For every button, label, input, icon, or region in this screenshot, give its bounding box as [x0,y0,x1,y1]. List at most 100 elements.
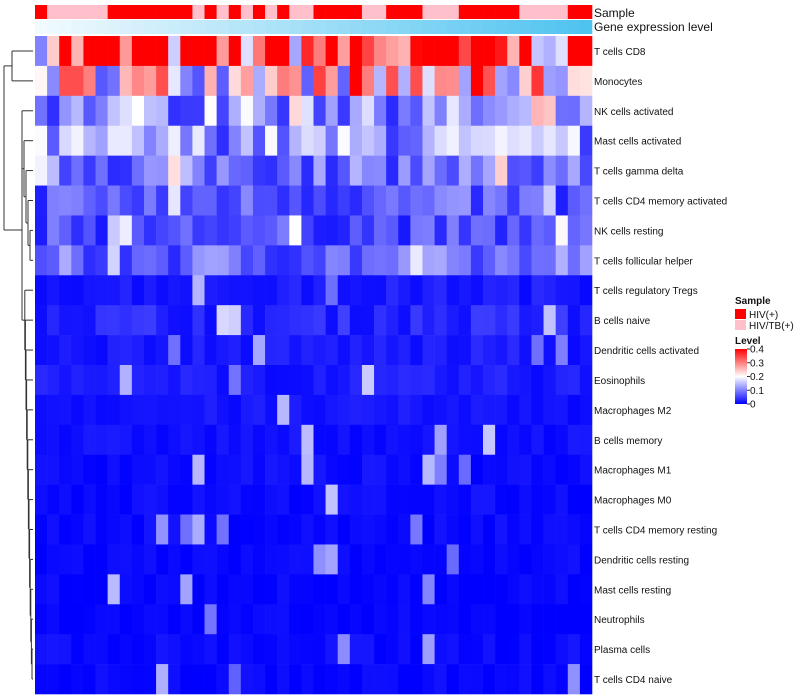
heatmap-cell [313,634,326,665]
heatmap-cell [483,36,496,67]
heatmap-cell [252,155,266,186]
heatmap-cell [374,514,387,545]
heatmap-cell [458,65,472,97]
heatmap-cell [252,484,266,515]
heatmap-cell [83,484,96,515]
heatmap-cell [59,125,72,156]
heatmap-cell [204,215,217,246]
heatmap-cell [95,95,108,127]
heatmap-cell [71,155,84,186]
heatmap-cell [325,305,339,336]
row-label: Macrophages M1 [594,466,672,477]
heatmap-cell [192,305,205,336]
heatmap-cell [216,36,230,67]
sample-annotation-cell [240,5,254,19]
heatmap-cell [192,514,205,545]
heatmap-cell [107,634,121,665]
heatmap-cell [277,36,290,67]
gene-expression-annotation-cell [289,20,302,34]
heatmap-cell [483,634,496,665]
heatmap-cell [228,544,242,575]
heatmap-cell [240,424,254,456]
heatmap-cell [180,634,193,665]
heatmap-cell [325,454,339,485]
heatmap-cell [337,634,351,665]
heatmap-cell [434,185,447,216]
heatmap-cell [507,664,520,695]
gene-expression-annotation-cell [216,20,230,34]
heatmap-cell [95,484,108,515]
heatmap-cell [349,514,363,545]
heatmap-cell [71,604,84,635]
heatmap-cell [483,155,496,186]
heatmap-cell [434,125,447,156]
heatmap-cell [59,424,72,456]
heatmap-cell [555,424,569,456]
heatmap-cell [240,394,254,426]
heatmap-cell [374,574,387,605]
heatmap-cell [579,215,593,246]
heatmap-cell [83,394,96,426]
heatmap-cell [204,664,217,695]
heatmap-cell [228,305,242,336]
heatmap-cell [313,36,326,67]
heatmap-cell [337,305,351,336]
heatmap-cell [83,95,96,127]
heatmap-cell [277,634,290,665]
heatmap-cell [410,36,423,67]
heatmap-cell [313,305,326,336]
heatmap-cell [240,305,254,336]
sample-annotation-cell [168,5,181,19]
heatmap-cell [47,634,60,665]
heatmap-cell [301,514,314,545]
heatmap-cell [337,185,351,216]
heatmap-cell [325,484,339,515]
heatmap-cell [216,365,230,396]
heatmap-cell [434,604,447,635]
heatmap-cell [216,275,230,306]
heatmap-cell [240,484,254,515]
heatmap-cell [71,424,84,456]
sample-annotation-cell [192,5,205,19]
heatmap-cell [180,65,193,97]
heatmap-cell [71,514,84,545]
heatmap-cell [579,125,593,156]
heatmap-cell [301,185,314,216]
legend: Sample HIV(+) HIV/TB(+) Level 0.4 0.3 0.2 0… [735,296,794,411]
heatmap-cell [507,305,520,336]
heatmap-cell [289,604,302,635]
heatmap-cell [519,125,532,156]
heatmap-cell [265,544,278,575]
heatmap-cell [47,424,60,456]
heatmap-cell [180,95,193,127]
heatmap-cell [398,574,411,605]
heatmap-cell [119,125,133,156]
heatmap-cell [398,185,411,216]
heatmap-cell [386,574,399,605]
heatmap-cell [156,245,169,276]
heatmap-cell [567,365,581,396]
heatmap-cell [204,544,217,575]
heatmap-cell [107,215,121,246]
heatmap-cell [337,125,351,156]
heatmap-cell [374,95,387,127]
heatmap-cell [71,245,84,276]
heatmap-cell [543,634,556,665]
heatmap-cell [95,424,108,456]
heatmap-cell [483,275,496,306]
gene-expression-annotation-cell [337,20,351,34]
heatmap-cell [277,65,290,97]
heatmap-cell [301,424,314,456]
heatmap-cell [301,36,314,67]
sample-annotation-cell [483,5,496,19]
heatmap-cell [483,664,496,695]
heatmap-cell [71,305,84,336]
heatmap-cell [83,215,96,246]
heatmap-cell [361,275,375,306]
heatmap-cell [204,634,217,665]
heatmap-cell [410,155,423,186]
heatmap-cell [410,664,423,695]
heatmap-cell [204,155,217,186]
heatmap-cell [301,365,314,396]
heatmap-cell [313,155,326,186]
